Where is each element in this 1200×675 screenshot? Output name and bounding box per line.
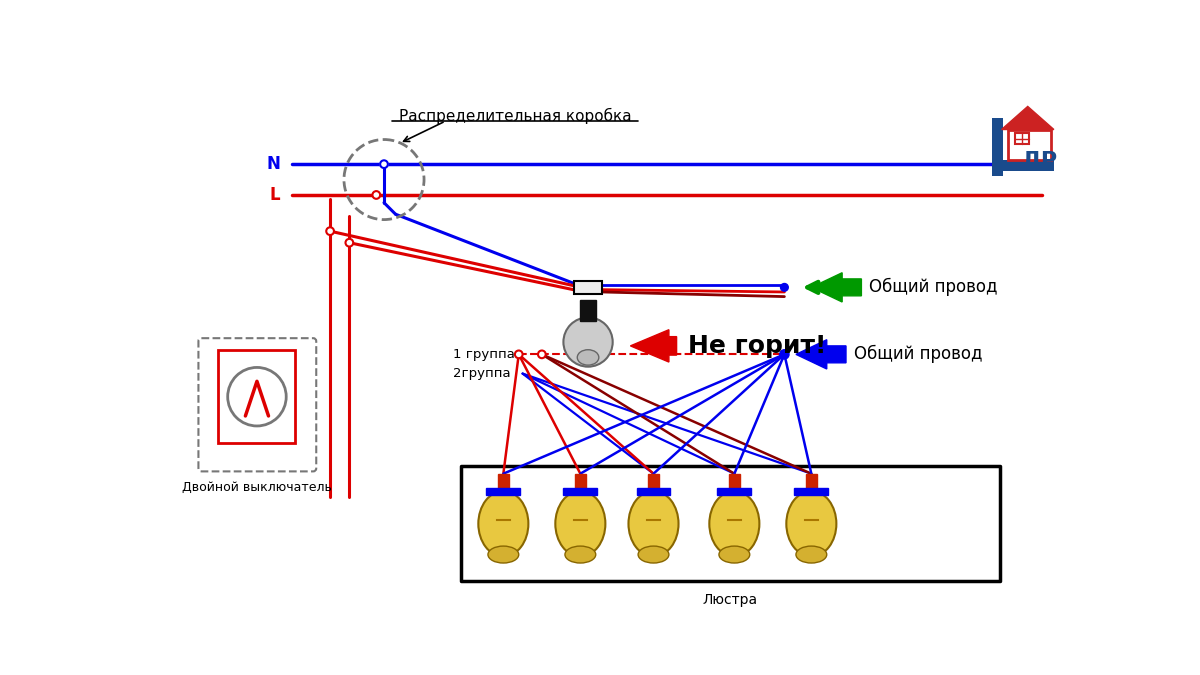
Bar [992, 118, 1003, 176]
Bar [574, 281, 602, 294]
Ellipse shape [577, 350, 599, 365]
Text: Общий провод: Общий провод [853, 345, 983, 363]
Ellipse shape [565, 546, 595, 563]
Text: N: N [266, 155, 280, 173]
Ellipse shape [709, 491, 760, 556]
Text: 1 группа: 1 группа [454, 348, 515, 361]
Text: L: L [270, 186, 280, 204]
Bar [581, 300, 595, 321]
Ellipse shape [719, 546, 750, 563]
Circle shape [515, 350, 523, 358]
Ellipse shape [479, 491, 528, 556]
Bar [564, 487, 598, 495]
Circle shape [326, 227, 334, 235]
Text: Распределительная коробка: Распределительная коробка [398, 107, 631, 124]
FancyArrow shape [630, 329, 677, 362]
Polygon shape [1002, 107, 1054, 130]
Ellipse shape [786, 491, 836, 556]
Circle shape [564, 317, 613, 367]
Text: 2группа: 2группа [454, 367, 511, 380]
Bar [486, 487, 521, 495]
Bar [218, 350, 295, 443]
Text: Люстра: Люстра [703, 593, 758, 607]
Text: Не горит!: Не горит! [688, 334, 827, 358]
FancyArrow shape [796, 340, 846, 369]
Bar [575, 474, 586, 489]
FancyBboxPatch shape [198, 338, 317, 471]
Ellipse shape [556, 491, 605, 556]
Circle shape [346, 239, 353, 246]
Bar [498, 474, 509, 489]
Bar [728, 474, 739, 489]
Circle shape [780, 284, 788, 291]
Bar [636, 487, 671, 495]
Circle shape [538, 350, 546, 358]
FancyArrow shape [811, 273, 862, 302]
Bar [718, 487, 751, 495]
Bar [1015, 134, 1030, 144]
Circle shape [372, 191, 380, 199]
Bar [1008, 130, 1051, 160]
Bar [648, 474, 659, 489]
Text: Общий провод: Общий провод [869, 278, 997, 296]
Circle shape [380, 160, 388, 168]
Bar [992, 160, 1054, 171]
Text: ДР: ДР [1022, 151, 1058, 170]
Ellipse shape [638, 546, 668, 563]
Ellipse shape [488, 546, 518, 563]
Text: Двойной выключатель: Двойной выключатель [182, 481, 332, 494]
Bar [794, 487, 828, 495]
Bar [806, 474, 817, 489]
Ellipse shape [796, 546, 827, 563]
Circle shape [780, 350, 790, 359]
Bar [461, 466, 1000, 581]
Ellipse shape [629, 491, 678, 556]
Circle shape [380, 160, 388, 168]
